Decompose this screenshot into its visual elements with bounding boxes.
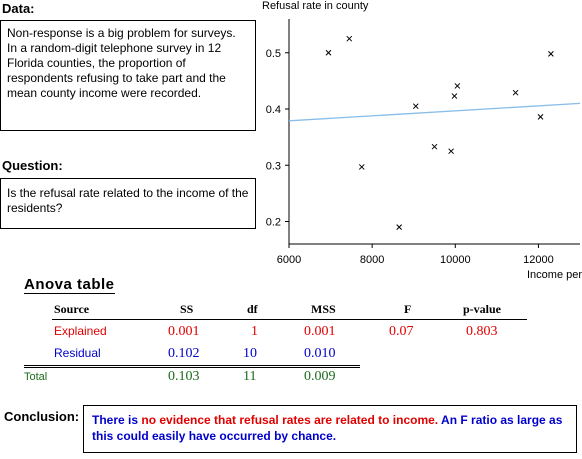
x-tick-label: 6000 — [277, 254, 301, 266]
conclusion-heading: Conclusion: — [4, 409, 80, 424]
total-rule-top — [24, 365, 360, 366]
data-point — [358, 164, 365, 170]
total-ss: 0.103 — [168, 369, 200, 384]
col-header-ss: SS — [180, 302, 194, 316]
x-tick-label: 12000 — [523, 254, 554, 266]
y-tick-label: 0.4 — [266, 104, 281, 116]
total-df: 11 — [243, 369, 257, 384]
question-text: Is the refusal rate related to the incom… — [7, 186, 249, 215]
header-rule — [52, 319, 527, 320]
residual-df: 10 — [243, 346, 257, 361]
data-text: Non-response is a big problem for survey… — [7, 26, 236, 100]
total-mss: 0.009 — [304, 369, 336, 384]
col-header-mss: MSS — [311, 302, 336, 316]
y-axis-label: Refusal rate in county — [262, 0, 369, 12]
conclusion-part1: There is — [92, 413, 142, 427]
conclusion-part2: no evidence that refusal rates are relat… — [141, 413, 439, 427]
anova-title: Anova table — [24, 276, 115, 294]
question-box: Is the refusal rate related to the incom… — [0, 178, 256, 229]
total-rule-bottom — [24, 367, 360, 368]
explained-ss: 0.001 — [168, 324, 200, 339]
conclusion-text: There is no evidence that refusal rates … — [92, 412, 568, 444]
y-tick-label: 0.5 — [266, 48, 281, 60]
conclusion-box: There is no evidence that refusal rates … — [83, 405, 577, 453]
data-point — [512, 89, 519, 96]
y-tick-label: 0.3 — [266, 160, 281, 172]
row-label-total: Total — [24, 371, 48, 383]
data-point — [451, 93, 458, 99]
x-tick-label: 8000 — [360, 254, 384, 266]
col-header-source: Source — [54, 302, 90, 316]
explained-f: 0.07 — [389, 324, 414, 339]
x-axis-label: Income per capita — [527, 269, 582, 281]
anova-title-text: Anova table — [24, 276, 115, 294]
residual-mss: 0.010 — [304, 346, 336, 361]
question-heading: Question: — [2, 158, 63, 173]
y-tick-label: 0.2 — [266, 217, 281, 229]
data-point — [448, 148, 454, 155]
data-point — [548, 51, 554, 57]
regression-line — [288, 102, 581, 122]
data-point — [454, 83, 461, 89]
explained-pvalue: 0.803 — [466, 324, 498, 339]
row-label-explained: Explained — [54, 324, 107, 338]
residual-ss: 0.102 — [168, 346, 200, 361]
data-point — [346, 35, 353, 42]
data-point — [412, 103, 419, 110]
data-point — [396, 224, 403, 230]
col-header-pvalue: p-value — [463, 302, 502, 316]
row-label-residual: Residual — [54, 346, 101, 360]
data-box: Non-response is a big problem for survey… — [0, 20, 256, 131]
data-heading: Data: — [2, 1, 35, 16]
col-header-df: df — [247, 302, 258, 316]
scatter-chart: Refusal rate in county Income per capita… — [262, 0, 582, 281]
col-header-f: F — [404, 302, 412, 316]
data-point — [431, 143, 438, 150]
data-point — [325, 49, 332, 56]
explained-df: 1 — [251, 324, 258, 339]
x-tick-label: 10000 — [440, 254, 471, 266]
conclusion-part3: An F ratio as large as this could easily… — [92, 413, 563, 443]
explained-mss: 0.001 — [304, 324, 336, 339]
data-point — [537, 114, 544, 120]
